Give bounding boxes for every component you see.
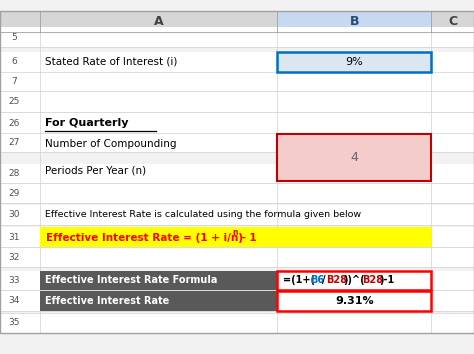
Text: 25: 25 — [9, 97, 20, 107]
Bar — [431, 11, 474, 32]
Bar — [0, 291, 474, 311]
Text: 27: 27 — [9, 138, 20, 147]
Text: ))^(: ))^( — [344, 275, 365, 285]
Bar — [0, 205, 474, 225]
Text: 34: 34 — [9, 296, 20, 306]
Bar — [40, 291, 277, 311]
Bar — [0, 228, 474, 247]
Text: 5: 5 — [11, 33, 17, 42]
Text: – 1: – 1 — [237, 233, 256, 243]
Text: )-1: )-1 — [379, 275, 394, 285]
Bar — [0, 132, 474, 152]
Text: 9%: 9% — [346, 57, 363, 67]
Bar — [277, 135, 431, 181]
Bar — [0, 72, 474, 91]
Bar — [40, 228, 431, 247]
Bar — [277, 291, 431, 311]
Text: B28: B28 — [362, 275, 383, 285]
Text: 29: 29 — [9, 189, 20, 198]
Text: Number of Compounding: Number of Compounding — [45, 139, 176, 149]
Text: C: C — [448, 15, 457, 28]
Text: Stated Rate of Interest (i): Stated Rate of Interest (i) — [45, 57, 177, 67]
Bar — [0, 113, 474, 133]
Text: 9.31%: 9.31% — [335, 296, 374, 306]
Bar — [277, 271, 431, 290]
Bar — [0, 271, 474, 290]
Text: 30: 30 — [9, 210, 20, 219]
Text: /: / — [322, 275, 325, 285]
Text: 33: 33 — [9, 276, 20, 285]
Text: Effective Interest Rate is calculated using the formula given below: Effective Interest Rate is calculated us… — [45, 210, 361, 219]
Text: Periods Per Year (n): Periods Per Year (n) — [45, 166, 146, 176]
Bar — [277, 52, 431, 72]
Bar — [0, 11, 40, 32]
Bar — [0, 248, 474, 268]
Text: B6: B6 — [310, 275, 324, 285]
Text: 6: 6 — [11, 57, 17, 67]
Text: 26: 26 — [9, 119, 20, 128]
Text: 35: 35 — [9, 318, 20, 327]
Text: 28: 28 — [9, 169, 20, 178]
Text: n: n — [232, 228, 238, 237]
Text: Effective Interest Rate = (1 + i/n): Effective Interest Rate = (1 + i/n) — [46, 233, 243, 243]
Text: =(1+(: =(1+( — [283, 275, 315, 285]
Bar — [277, 271, 431, 290]
Bar — [0, 92, 474, 112]
Bar — [0, 184, 474, 203]
Bar — [40, 271, 277, 290]
Bar — [0, 27, 474, 47]
Text: A: A — [154, 15, 164, 28]
Text: 7: 7 — [11, 77, 17, 86]
Text: B28: B28 — [327, 275, 347, 285]
Text: For Quarterly: For Quarterly — [45, 118, 128, 128]
Text: 32: 32 — [9, 253, 20, 262]
Bar — [277, 291, 431, 311]
Bar — [0, 164, 474, 183]
Bar — [0, 313, 474, 333]
Bar — [277, 135, 431, 181]
Text: Effective Interest Rate Formula: Effective Interest Rate Formula — [45, 275, 218, 285]
Bar — [277, 11, 431, 32]
Bar — [277, 52, 431, 72]
Bar — [40, 11, 277, 32]
Bar — [0, 52, 474, 72]
Text: Effective Interest Rate: Effective Interest Rate — [45, 296, 169, 306]
Text: 4: 4 — [350, 152, 358, 164]
Text: B: B — [349, 15, 359, 28]
Text: 31: 31 — [9, 233, 20, 242]
